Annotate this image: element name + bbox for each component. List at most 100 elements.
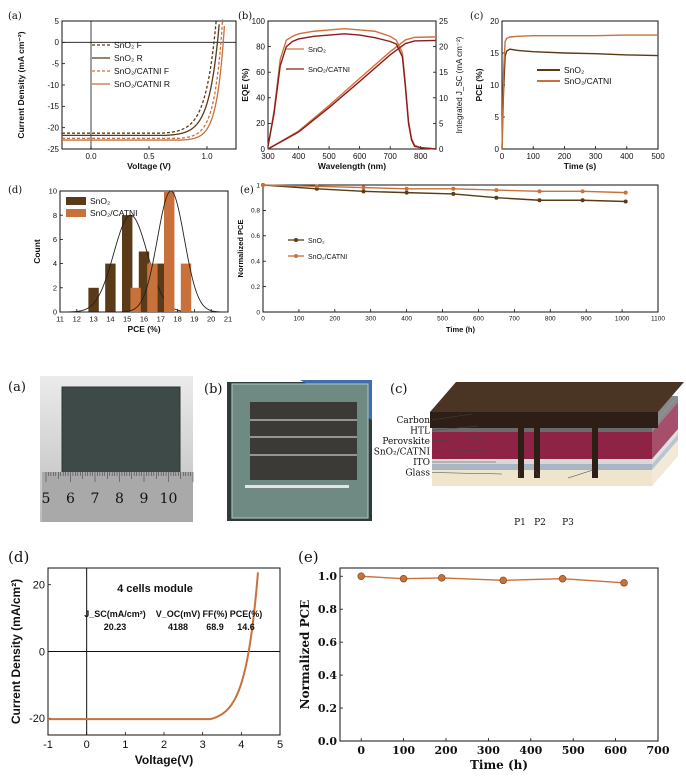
y-tick-label: 0 — [39, 646, 45, 658]
layer-label: Perovskite — [382, 437, 430, 447]
x-tick-label: 1000 — [615, 316, 630, 323]
series-line — [501, 34, 658, 150]
data-point — [404, 186, 409, 191]
data-point — [357, 572, 365, 580]
photo-b: (b) — [204, 380, 372, 521]
data-point — [494, 188, 499, 193]
y-tick-label: 5 — [495, 113, 500, 122]
y-tick-label: 60 — [256, 68, 265, 77]
x-tick-label: 0.0 — [85, 152, 97, 161]
series-line — [62, 24, 220, 136]
x-tick-label: 100 — [392, 744, 415, 757]
chart-d-bottom: -1 0 1 2 3 4 5 -20 0 20 Voltage(V) Current Density … — [8, 548, 283, 767]
histogram-bar — [138, 251, 150, 312]
y-axis-label: PCE (%) — [474, 68, 484, 101]
panel-label: (d) — [8, 185, 22, 196]
y-tick-label: 40 — [256, 94, 265, 103]
y-axis-label: Normalized PCE — [236, 220, 245, 278]
x-tick-label: 3 — [200, 739, 206, 751]
y2-tick-label: 5 — [439, 119, 444, 128]
legend-entry: SnO₂/CATNI R — [114, 79, 170, 89]
y2-tick-label: 0 — [439, 145, 444, 154]
ruler-number: 6 — [66, 491, 75, 507]
ruler-number: 9 — [140, 491, 149, 507]
x-tick-label: 700 — [384, 152, 398, 161]
x-axis-label: Voltage(V) — [135, 753, 193, 767]
data-point — [499, 576, 507, 585]
panel-label: (b) — [238, 11, 252, 22]
y2-tick-label: 15 — [439, 68, 448, 77]
x-tick-label: 16 — [140, 315, 148, 324]
legend-entry: SnO₂/CATNI — [308, 254, 347, 261]
data-point — [580, 198, 585, 203]
x-tick-label: 14 — [106, 315, 114, 324]
chart-a-top: 0.0 0.5 1.0 -25 -20 -15 -10 -5 0 5 Voltage (V) Curr… — [8, 11, 237, 171]
legend-entry: SnO₂ — [564, 65, 584, 75]
legend-swatch — [66, 197, 86, 205]
data-point — [451, 191, 456, 196]
y2-tick-label: 20 — [439, 43, 448, 52]
table-value: 14.6 — [237, 622, 255, 632]
data-point — [623, 190, 628, 195]
layer-side — [652, 402, 678, 459]
x-tick-label: 600 — [473, 316, 484, 323]
x-tick-label: 13 — [89, 315, 97, 324]
leader-line — [567, 469, 594, 479]
table-value: 68.9 — [206, 622, 224, 632]
y2-tick-label: 10 — [439, 94, 448, 103]
y-tick-label: 0.2 — [251, 284, 260, 291]
x-tick-label: 17 — [157, 315, 165, 324]
data-point — [361, 185, 366, 190]
legend-entry: SnO₂/CATNI — [308, 65, 350, 74]
steel-ruler — [42, 472, 193, 522]
active-area — [250, 402, 357, 480]
x-tick-label: 800 — [414, 152, 428, 161]
plot-frame — [267, 20, 437, 150]
layer-front — [432, 426, 652, 432]
x-tick-label: 1100 — [651, 316, 665, 323]
y-tick-label: -20 — [29, 713, 45, 725]
y-axis-label: EQE (%) — [240, 68, 250, 102]
data-point — [438, 574, 446, 582]
data-point — [580, 189, 585, 194]
carbon-top — [430, 382, 536, 412]
layer-label: SnO₂/CATNI — [374, 448, 431, 458]
x-tick-label: 300 — [477, 744, 500, 757]
x-tick-label: 500 — [562, 744, 585, 757]
ruler-number: 5 — [42, 491, 51, 507]
y-tick-label: 20 — [256, 119, 265, 128]
x-tick-label: 600 — [353, 152, 367, 161]
chart-c-top: 0 100 200 300 400 500 0 5 10 15 20 Time (s) PCE (%) (… — [470, 11, 665, 171]
eqe-line — [267, 33, 437, 150]
y-tick-label: 0.4 — [251, 258, 260, 265]
x-axis-label: Wavelength (nm) — [318, 161, 386, 171]
scribe-interconnect — [592, 428, 598, 478]
x-tick-label: 400 — [401, 316, 412, 323]
y-tick-label: 1 — [256, 182, 260, 189]
x-tick-label: 300 — [261, 152, 275, 161]
table-header: FF(%) — [203, 609, 228, 619]
leader-line — [431, 425, 479, 431]
legend-marker — [294, 238, 298, 242]
x-tick-label: 500 — [437, 316, 448, 323]
chart-e-bottom: 0 100 200 300 400 500 600 700 0.0 0.2 0.4 0.6 0.8 1.0… — [298, 548, 670, 772]
x-tick-label: 200 — [329, 316, 340, 323]
ruler-number: 8 — [115, 491, 124, 507]
x-tick-label: 400 — [292, 152, 306, 161]
table-header: J_SC(mA/cm²) — [84, 609, 146, 619]
x-tick-label: 0 — [84, 739, 90, 751]
layer-front — [432, 432, 652, 459]
legend-entry: SnO₂ F — [114, 40, 142, 50]
y-tick-label: 0 — [495, 145, 500, 154]
x-tick-label: 100 — [293, 316, 304, 323]
y-axis-label: Count — [32, 239, 42, 264]
photo-a: (a) 5 6 7 8 9 10 — [8, 376, 194, 522]
data-point — [558, 575, 567, 583]
layer-side — [652, 434, 678, 470]
histogram-bar — [121, 215, 133, 312]
histogram-bar — [163, 191, 175, 312]
scribe-label: P2 — [534, 518, 546, 528]
layer-side — [652, 396, 678, 432]
histogram-bar — [105, 263, 116, 312]
x-axis-label: PCE (%) — [127, 324, 160, 334]
